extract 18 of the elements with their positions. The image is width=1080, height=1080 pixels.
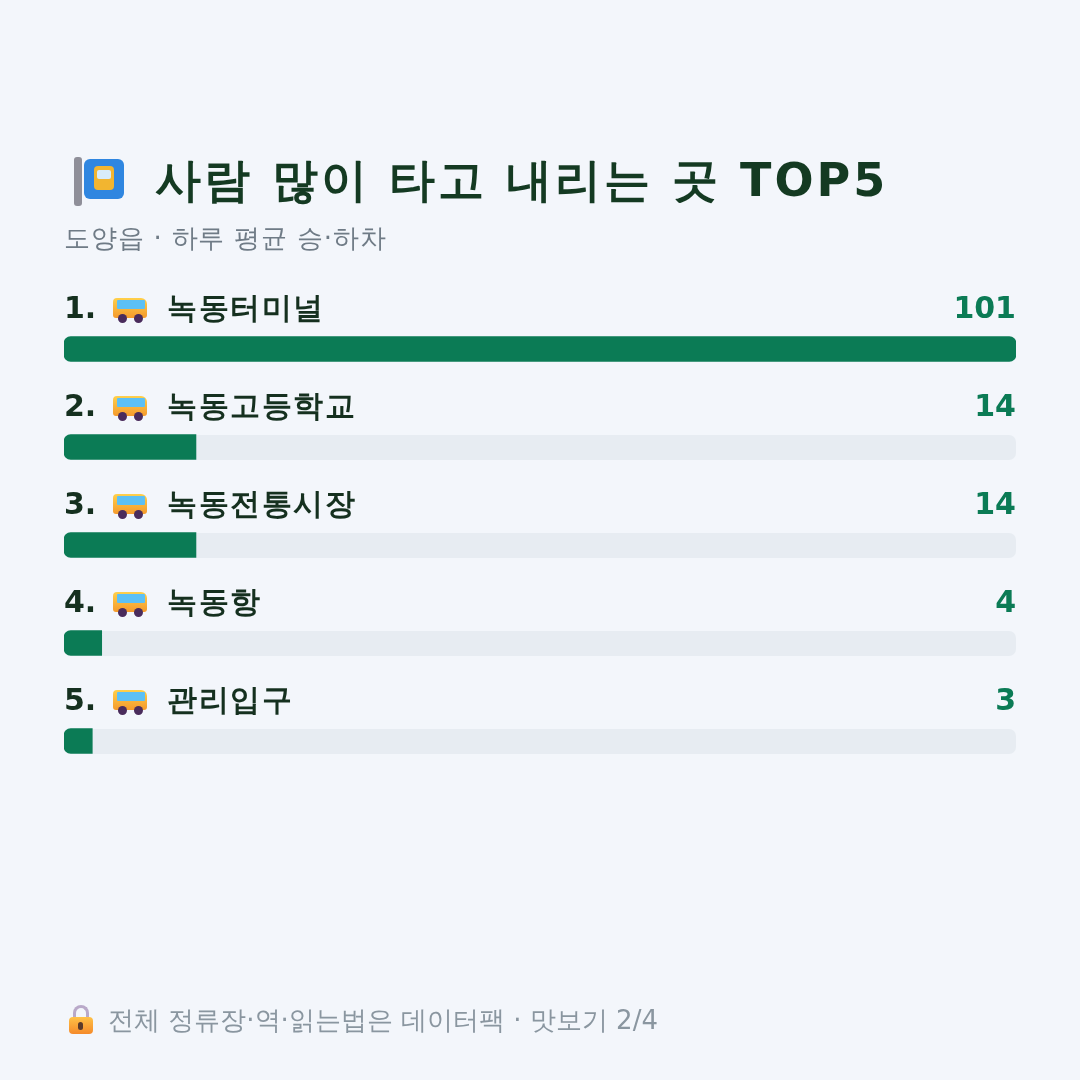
chart-title: 사람 많이 타고 내리는 곳 TOP5 xyxy=(155,152,889,209)
bar xyxy=(64,336,1016,362)
data-label: 3 xyxy=(995,681,1016,717)
category-label: 5. 관리입구 xyxy=(64,681,294,717)
bar xyxy=(64,728,93,754)
data-label: 14 xyxy=(974,387,1016,423)
text: 전체 정류장·역·읽는법은 데이터팩 · 맛보기 2/4 xyxy=(108,1004,658,1037)
category-label: 4. 녹동항 xyxy=(64,583,262,619)
data-label: 101 xyxy=(953,289,1016,325)
category-label: 1. 녹동터미널 xyxy=(64,289,325,325)
category-label: 2. 녹동고등학교 xyxy=(64,387,357,423)
bar xyxy=(64,532,197,558)
bar xyxy=(64,630,103,656)
data-label: 4 xyxy=(995,583,1016,619)
data-label: 14 xyxy=(974,485,1016,521)
bar xyxy=(64,434,197,460)
category-label: 3. 녹동전통시장 xyxy=(64,485,357,521)
chart-subtitle: 도양읍 · 하루 평균 승·하차 xyxy=(64,222,387,255)
